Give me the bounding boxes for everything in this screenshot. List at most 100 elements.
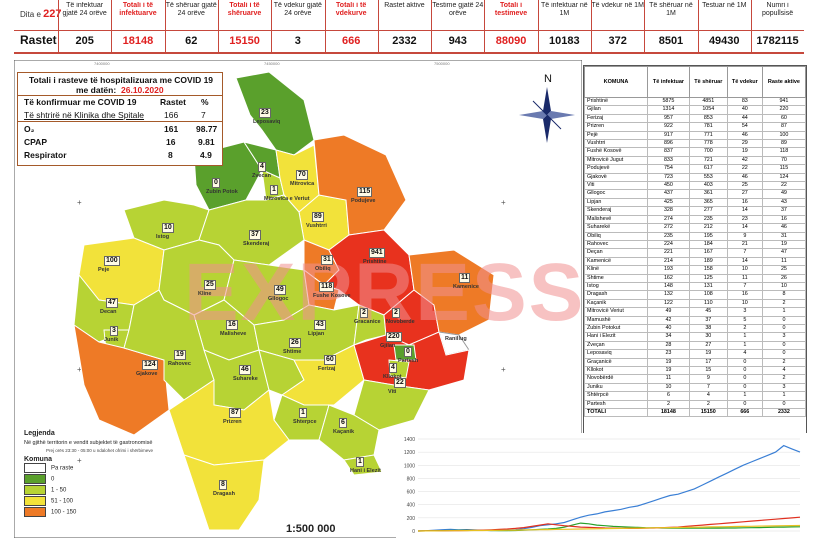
komuna-table-cell: 14 xyxy=(726,256,763,267)
district-name-decan: Decan xyxy=(100,309,117,315)
komuna-table-cell: 365 xyxy=(688,197,728,208)
komuna-table-cell: Malishevë xyxy=(584,214,648,225)
header-label-2: Të shëruar gjatë 24 orëve xyxy=(165,2,217,17)
komuna-table-row: Dragash 132 108 16 8 xyxy=(584,290,807,300)
komuna-table-cell: 124 xyxy=(761,172,807,183)
district-labels: 23 Leposaviq 0 Zubin Potok 4 Zvecan 1 Mitrovica… xyxy=(14,60,582,538)
komuna-table-cell: 941 xyxy=(761,96,807,107)
komuna-table-cell: 19 xyxy=(726,147,763,157)
komuna-table-cell: 110 xyxy=(688,298,728,309)
district-name-rahovec: Rahovec xyxy=(168,361,191,367)
district-name-shterpce: Shterpce xyxy=(293,419,317,425)
district-count-lipjan: 43 xyxy=(314,320,326,330)
district-count-novoberde: 2 xyxy=(392,308,400,318)
header-label-4: Të vdekur gjatë 24 orëve xyxy=(273,2,322,17)
komuna-table-cell: 46 xyxy=(726,172,763,183)
komuna-table-cell: 617 xyxy=(688,164,728,174)
district-count-istog: 10 xyxy=(162,223,174,233)
komuna-table-cell: 922 xyxy=(647,122,690,132)
komuna-table-cell: 10 xyxy=(647,382,690,393)
komuna-table-cell: 4 xyxy=(726,349,763,359)
komuna-table-cell: 0 xyxy=(761,349,807,359)
district-name-leposaviq: Leposaviq xyxy=(253,119,281,125)
komuna-table-cell: 31 xyxy=(761,231,807,241)
district-count-prishtine: 941 xyxy=(369,248,385,258)
komuna-table-cell: 49 xyxy=(647,307,690,317)
chart-ytick-label: 1400 xyxy=(404,437,415,443)
komuna-table-cell: Lipjan xyxy=(584,197,648,208)
komuna-table-cell: Prizren xyxy=(584,122,648,132)
komuna-table-cell: 11 xyxy=(726,273,763,283)
komuna-table-cell: 10 xyxy=(726,265,763,275)
district-count-ferizaj: 60 xyxy=(324,355,336,365)
komuna-table-cell: Gllogoc xyxy=(584,189,648,199)
komuna-table-cell: 2332 xyxy=(761,408,807,418)
komuna-table-cell: 8 xyxy=(761,290,807,300)
komuna-table-row: Malishevë 274 235 23 16 xyxy=(584,214,807,225)
komuna-table-cell: 9 xyxy=(726,231,763,241)
legend-item: Pa raste xyxy=(24,463,214,474)
komuna-table-row: Graçanicë 19 17 0 2 xyxy=(584,357,807,368)
district-name-partesh: Partesh xyxy=(398,358,419,364)
komuna-table-cell: 27 xyxy=(688,340,728,351)
watermark: EXPRESS xyxy=(184,247,582,338)
komuna-table-cell: Obiliq xyxy=(584,231,648,241)
legend-label: Pa raste xyxy=(51,465,74,472)
north-label: N xyxy=(544,73,552,85)
komuna-table-cell: Gjilan xyxy=(584,105,648,115)
komuna-table-row: Mitrovicë Jugut 833 721 42 70 xyxy=(584,155,807,166)
district-name-skenderaj: Skenderaj xyxy=(243,241,270,247)
komuna-table-cell: 235 xyxy=(688,214,728,225)
komuna-table-cell: 184 xyxy=(688,239,728,250)
district-name-dragash: Dragash xyxy=(213,491,236,497)
komuna-table-cell: 28 xyxy=(647,340,690,351)
komuna-table-cell: 19 xyxy=(647,365,690,376)
komuna-table-cell: Podujevë xyxy=(584,164,648,174)
district-count-dragash: 8 xyxy=(219,480,227,490)
header-label-10: Të vdekur në 1M xyxy=(591,2,644,9)
chart-ytick-label: 1000 xyxy=(404,463,415,469)
komuna-table-cell: 18148 xyxy=(647,408,690,418)
komuna-table-cell: 2 xyxy=(726,323,763,334)
komuna-table-cell: 27 xyxy=(726,189,763,199)
district-name-podujeve: Podujeve xyxy=(351,198,376,204)
komuna-table-cell: 193 xyxy=(647,265,690,275)
district-name-mitrovica-e-veriut: Mitrovica e Veriut xyxy=(264,196,310,202)
legend-label: 0 xyxy=(51,476,55,483)
komuna-table-cell: 7 xyxy=(688,382,728,393)
map-scale: 1:500 000 xyxy=(286,523,336,535)
legend-item: 100 - 150 xyxy=(24,507,214,518)
komuna-table-cell: 22 xyxy=(726,164,763,174)
komuna-table-cell: 83 xyxy=(726,96,763,107)
komuna-table-cell: 70 xyxy=(761,155,807,166)
district-count-shterpce: 1 xyxy=(299,408,307,418)
header-label-13: Numri i popullsisë xyxy=(761,2,794,17)
district-name-istog: Istog xyxy=(156,234,170,240)
komuna-table-cell: Rahovec xyxy=(584,239,648,250)
komuna-table-cell: 167 xyxy=(688,248,728,258)
komuna-table-cell: 16 xyxy=(761,214,807,225)
header-label-12: Testuar në 1M xyxy=(702,2,747,9)
komuna-table-cell: 22 xyxy=(761,181,807,191)
komuna-table-row: TOTALI 18148 15150 666 2332 xyxy=(584,408,807,418)
legend-note: Në gjithë territorin e vendit subjektet … xyxy=(24,440,153,446)
komuna-table-cell: Shtërpcë xyxy=(584,391,648,401)
komuna-table-cell: 2 xyxy=(688,399,728,410)
district-name-junik: Junik xyxy=(104,337,119,343)
komuna-table-row: Vushtrri 896 778 29 89 xyxy=(584,139,807,149)
komuna-table-cell: 43 xyxy=(761,197,807,208)
komuna-table-cell: Novobërdë xyxy=(584,374,648,384)
district-name-ka-anik: Kaçanik xyxy=(333,429,355,435)
komuna-table-row: Ferizaj 957 853 44 60 xyxy=(584,113,807,124)
district-dragash xyxy=(183,454,265,531)
district-name-kline: Kline xyxy=(198,291,212,297)
komuna-table-cell: 553 xyxy=(688,172,728,183)
komuna-table-row: Shtërpcë 6 4 1 1 xyxy=(584,391,807,401)
komuna-table-cell: 49 xyxy=(761,189,807,199)
komuna-table-cell: Prishtinë xyxy=(584,96,648,107)
coord-label-2: 7450000 xyxy=(264,61,280,66)
komuna-table-cell: 11 xyxy=(761,256,807,267)
legend-item: 1 - 50 xyxy=(24,485,214,496)
komuna-table-cell: 16 xyxy=(726,197,763,208)
header-separator xyxy=(324,0,326,52)
